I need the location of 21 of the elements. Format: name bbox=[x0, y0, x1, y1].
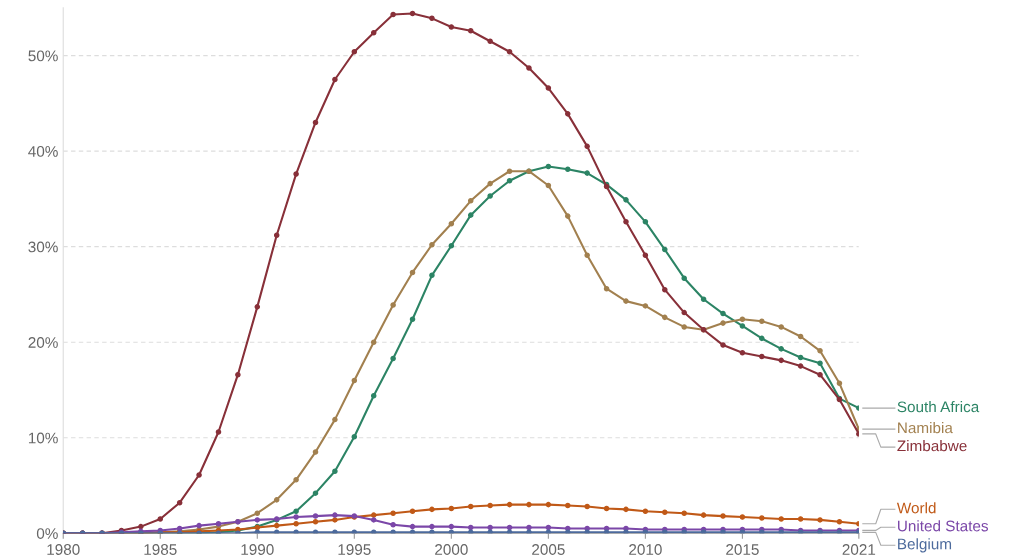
x-tick-label: 2000 bbox=[435, 544, 468, 555]
text: Belgium bbox=[898, 538, 952, 553]
y-tick-label: 50% bbox=[28, 50, 58, 62]
x-tick-label: 1980 bbox=[47, 544, 80, 555]
text: United States bbox=[898, 520, 989, 532]
x-tick-label: 1995 bbox=[338, 544, 371, 555]
x-tick-label: 1985 bbox=[144, 544, 177, 555]
text: World bbox=[896, 502, 936, 514]
text: Zimbabwe bbox=[897, 440, 967, 452]
x-tick-label: 1990 bbox=[241, 544, 274, 555]
y-tick-label: 30% bbox=[28, 241, 58, 253]
text: South Africa bbox=[897, 401, 980, 413]
y-tick-label: 0% bbox=[36, 528, 58, 539]
text: Namibia bbox=[898, 422, 953, 434]
y-tick-label: 10% bbox=[28, 432, 58, 444]
x-tick-label: 2010 bbox=[629, 544, 662, 555]
y-tick-label: 40% bbox=[28, 146, 58, 157]
x-tick-label: 2005 bbox=[532, 544, 565, 555]
x-tick-label: 2015 bbox=[726, 544, 759, 555]
y-tick-label: 20% bbox=[28, 337, 58, 348]
x-tick-label: 2021 bbox=[842, 544, 876, 555]
